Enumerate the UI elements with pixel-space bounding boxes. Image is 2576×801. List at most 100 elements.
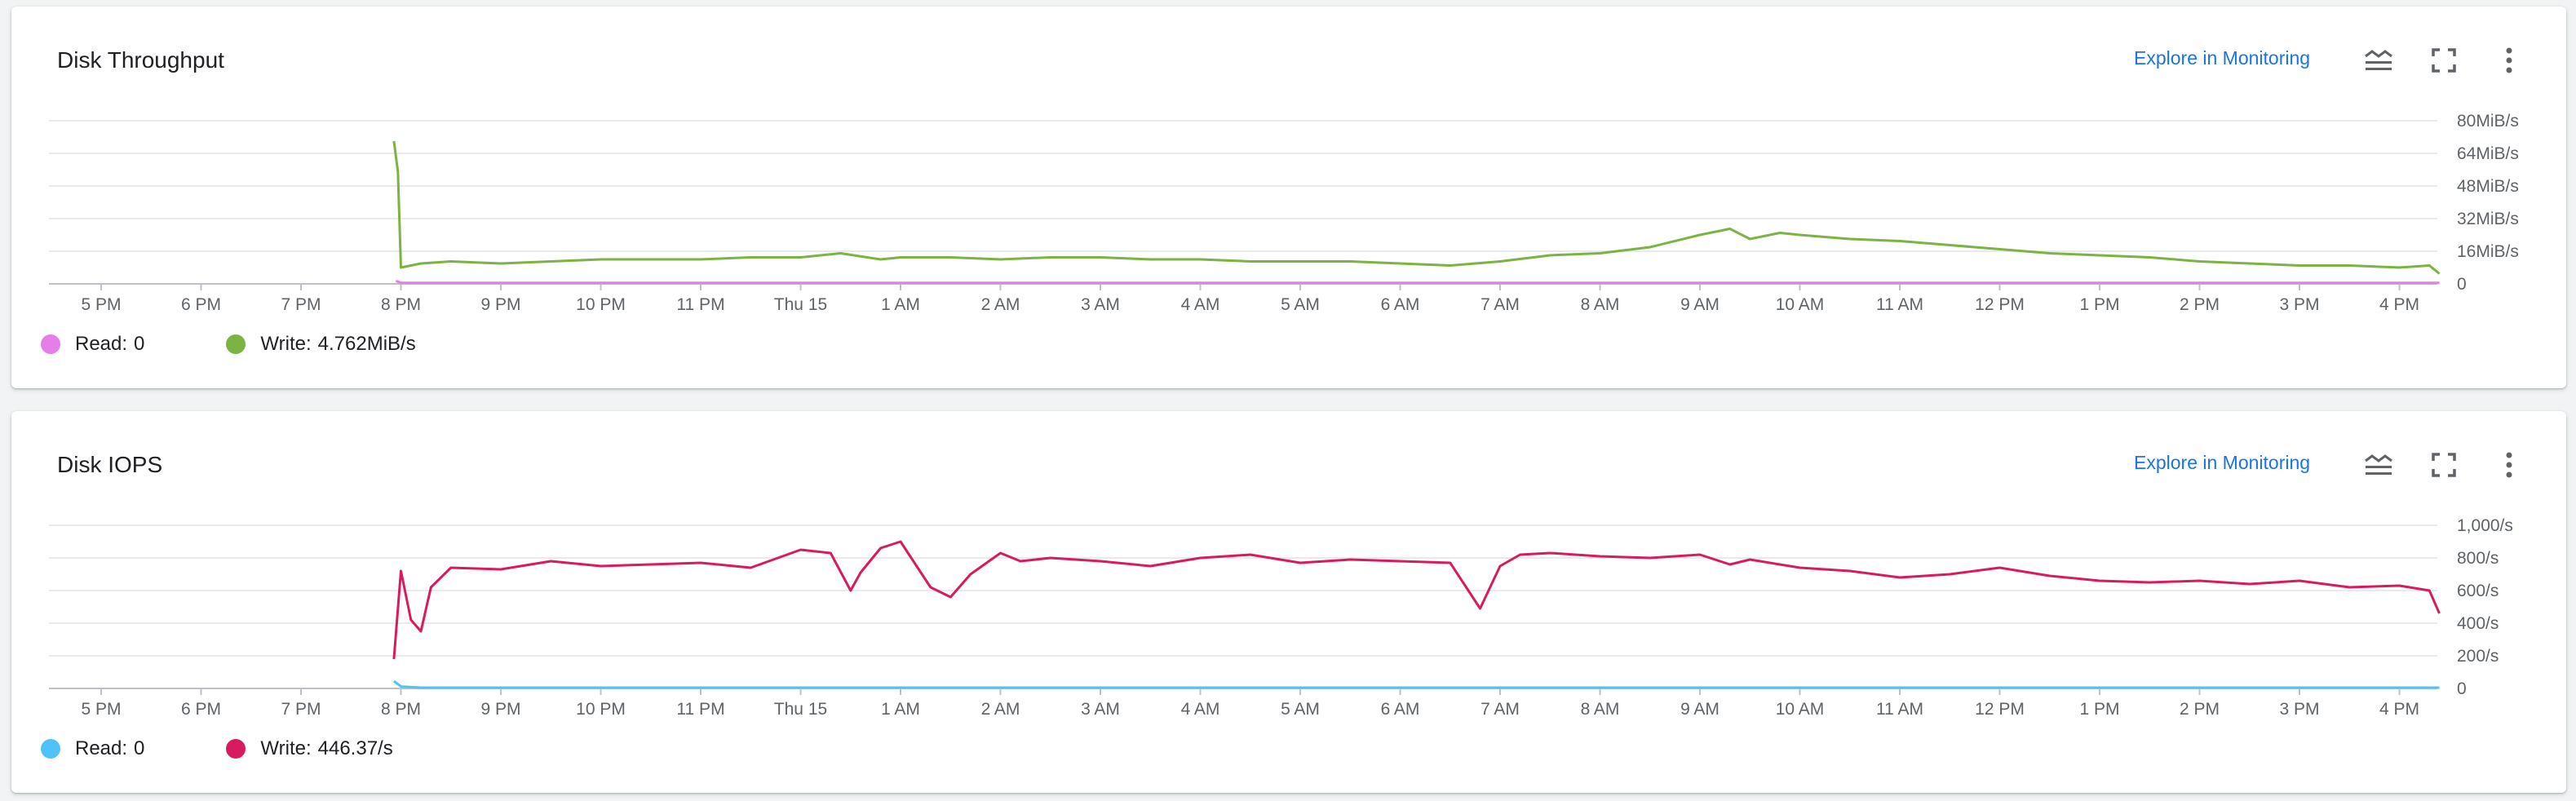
x-tick-label: 2 PM xyxy=(2180,700,2220,719)
fullscreen-button[interactable] xyxy=(2423,39,2465,82)
x-tick-label: 6 AM xyxy=(1381,295,1420,314)
y-tick-label: 32MiB/s xyxy=(2457,210,2519,228)
more-vert-icon xyxy=(2506,47,2512,73)
x-tick-label: 7 PM xyxy=(281,295,321,314)
x-tick-label: 8 AM xyxy=(1581,700,1620,719)
explore-in-monitoring-link[interactable]: Explore in Monitoring xyxy=(2134,452,2311,473)
series-line-read[interactable] xyxy=(395,279,2440,285)
y-tick-label: 400/s xyxy=(2457,614,2499,633)
chart-title: Disk IOPS xyxy=(57,452,163,477)
x-tick-label: 8 PM xyxy=(381,295,421,314)
series-line-write[interactable] xyxy=(392,540,2441,660)
legend-item-read[interactable]: Read: 0 xyxy=(41,333,144,356)
legend-toggle-button[interactable] xyxy=(2357,39,2400,82)
x-tick-label: 3 AM xyxy=(1081,295,1120,314)
fullscreen-button[interactable] xyxy=(2423,444,2465,486)
x-tick-label: Thu 15 xyxy=(774,700,827,719)
x-tick-label: 1 AM xyxy=(881,295,920,314)
x-tick-label: 2 AM xyxy=(981,295,1020,314)
iops-chart: 0 200/s 400/s 600/s 800/s 1,000/s 5 PM 6 PM 7 PM… xyxy=(49,516,2513,719)
legend-read-dot xyxy=(41,739,60,759)
x-tick-label: 4 PM xyxy=(2379,700,2419,719)
x-tick-label: 10 PM xyxy=(576,700,626,719)
legend-toggle-icon xyxy=(2365,50,2392,70)
x-tick-label: 12 PM xyxy=(1975,700,2025,719)
chart-legend: Read: 0 Write: 446.37/s xyxy=(41,737,393,760)
x-tick-label: 3 PM xyxy=(2279,295,2319,314)
legend-write-dot xyxy=(226,334,246,354)
y-tick-label: 1,000/s xyxy=(2457,516,2513,535)
y-tick-label: 64MiB/s xyxy=(2457,144,2519,163)
x-tick-label: 6 AM xyxy=(1381,700,1420,719)
x-tick-label: 9 AM xyxy=(1680,700,1720,719)
legend-write-dot xyxy=(226,739,246,759)
legend-toggle-icon xyxy=(2365,454,2392,475)
y-tick-label: 0 xyxy=(2457,679,2467,698)
legend-item-read[interactable]: Read: 0 xyxy=(41,737,144,760)
x-tick-label: 8 PM xyxy=(381,700,421,719)
legend-read-label: Read: xyxy=(75,333,128,355)
y-tick-label: 200/s xyxy=(2457,647,2499,666)
x-tick-label: 10 AM xyxy=(1776,700,1825,719)
x-tick-label: 1 AM xyxy=(881,700,920,719)
more-options-button[interactable] xyxy=(2488,39,2530,82)
x-tick-label: 5 PM xyxy=(81,295,121,314)
x-tick-label: 1 PM xyxy=(2079,295,2119,314)
x-tick-label: 7 PM xyxy=(281,700,321,719)
x-tick-label: Thu 15 xyxy=(774,295,827,314)
legend-write-value: 446.37/s xyxy=(317,737,393,759)
x-tick-label: 9 AM xyxy=(1680,295,1720,314)
legend-read-label: Read: xyxy=(75,737,128,759)
series-line-write[interactable] xyxy=(392,140,2441,275)
disk-throughput-card: Disk Throughput Explore in Monitoring 0 1… xyxy=(11,7,2566,388)
x-tick-label: 10 AM xyxy=(1776,295,1825,314)
disk-iops-card: Disk IOPS Explore in Monitoring 0 200/s 40… xyxy=(11,411,2566,793)
x-tick-label: 5 PM xyxy=(81,700,121,719)
x-tick-label: 5 AM xyxy=(1281,700,1320,719)
x-tick-label: 1 PM xyxy=(2079,700,2119,719)
throughput-chart: 0 16MiB/s 32MiB/s 48MiB/s 64MiB/s 80MiB/s 5 PM… xyxy=(49,112,2519,314)
more-options-button[interactable] xyxy=(2488,444,2530,486)
x-tick-label: 2 AM xyxy=(981,700,1020,719)
more-vert-icon xyxy=(2506,452,2512,478)
legend-item-write[interactable]: Write: 4.762MiB/s xyxy=(226,333,416,356)
x-tick-label: 7 AM xyxy=(1481,700,1520,719)
y-tick-label: 0 xyxy=(2457,275,2467,294)
y-tick-label: 80MiB/s xyxy=(2457,112,2519,131)
x-tick-label: 11 PM xyxy=(676,700,724,719)
legend-write-label: Write: xyxy=(260,737,312,759)
x-tick-label: 4 AM xyxy=(1181,700,1220,719)
x-tick-label: 9 PM xyxy=(480,700,520,719)
legend-write-value: 4.762MiB/s xyxy=(317,333,416,355)
legend-read-dot xyxy=(41,334,60,354)
x-tick-label: 2 PM xyxy=(2180,295,2220,314)
x-tick-label: 8 AM xyxy=(1581,295,1620,314)
x-tick-label: 4 AM xyxy=(1181,295,1220,314)
x-tick-label: 9 PM xyxy=(480,295,520,314)
chart-title: Disk Throughput xyxy=(57,47,224,73)
fullscreen-icon xyxy=(2432,48,2456,73)
x-tick-label: 6 PM xyxy=(181,295,221,314)
x-tick-label: 12 PM xyxy=(1975,295,2025,314)
x-tick-label: 7 AM xyxy=(1481,295,1520,314)
legend-toggle-button[interactable] xyxy=(2357,444,2400,486)
x-tick-label: 11 PM xyxy=(676,295,724,314)
series-line-read[interactable] xyxy=(392,679,2440,689)
y-tick-label: 800/s xyxy=(2457,549,2499,568)
explore-in-monitoring-link[interactable]: Explore in Monitoring xyxy=(2134,47,2311,69)
legend-write-label: Write: xyxy=(260,333,312,355)
x-tick-label: 4 PM xyxy=(2379,295,2419,314)
x-tick-label: 11 AM xyxy=(1876,700,1923,719)
legend-item-write[interactable]: Write: 446.37/s xyxy=(226,737,393,760)
y-tick-label: 600/s xyxy=(2457,582,2499,600)
y-tick-label: 16MiB/s xyxy=(2457,242,2519,261)
x-tick-label: 5 AM xyxy=(1281,295,1320,314)
legend-read-value: 0 xyxy=(134,737,145,759)
chart-legend: Read: 0 Write: 4.762MiB/s xyxy=(41,333,416,356)
fullscreen-icon xyxy=(2432,453,2456,477)
x-tick-label: 10 PM xyxy=(576,295,626,314)
x-tick-label: 3 PM xyxy=(2279,700,2319,719)
y-tick-label: 48MiB/s xyxy=(2457,177,2519,196)
x-tick-label: 11 AM xyxy=(1876,295,1923,314)
legend-read-value: 0 xyxy=(134,333,145,355)
